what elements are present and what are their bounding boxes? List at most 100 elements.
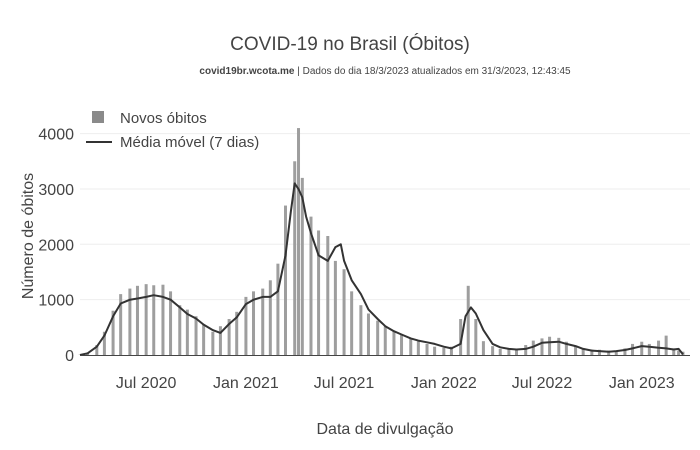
bar[interactable] bbox=[498, 348, 502, 355]
bar[interactable] bbox=[383, 326, 387, 355]
bar[interactable] bbox=[178, 305, 182, 355]
bar[interactable] bbox=[433, 346, 437, 355]
bar[interactable] bbox=[564, 341, 568, 355]
y-tick-label: 4000 bbox=[38, 127, 74, 144]
bar[interactable] bbox=[459, 319, 463, 355]
moving-average-line[interactable] bbox=[79, 182, 684, 356]
bar[interactable] bbox=[392, 331, 396, 355]
bar[interactable] bbox=[235, 311, 239, 355]
bar[interactable] bbox=[128, 288, 132, 355]
bar[interactable] bbox=[540, 338, 544, 355]
bar[interactable] bbox=[309, 216, 313, 355]
bar[interactable] bbox=[185, 309, 189, 355]
bar[interactable] bbox=[300, 177, 304, 355]
bar[interactable] bbox=[333, 260, 337, 355]
x-tick-label: Jul 2021 bbox=[314, 375, 375, 392]
bar[interactable] bbox=[449, 346, 453, 355]
line-series bbox=[79, 182, 684, 356]
bar[interactable] bbox=[581, 348, 585, 355]
bar[interactable] bbox=[514, 348, 518, 355]
bar[interactable] bbox=[276, 263, 280, 355]
bar[interactable] bbox=[202, 324, 206, 355]
bar[interactable] bbox=[442, 347, 446, 355]
bar[interactable] bbox=[169, 291, 173, 355]
legend-swatch-bars bbox=[92, 111, 104, 123]
x-tick-label: Jan 2022 bbox=[411, 375, 477, 392]
bar[interactable] bbox=[284, 205, 288, 355]
bar[interactable] bbox=[590, 349, 594, 355]
y-tick-label: 2000 bbox=[38, 237, 74, 254]
bar[interactable] bbox=[218, 326, 222, 355]
bar[interactable] bbox=[425, 343, 429, 355]
bar[interactable] bbox=[119, 294, 123, 355]
bar[interactable] bbox=[557, 337, 561, 355]
bar[interactable] bbox=[359, 305, 363, 355]
bar[interactable] bbox=[244, 296, 248, 355]
bar[interactable] bbox=[607, 350, 611, 355]
bar[interactable] bbox=[474, 319, 478, 355]
chart-title: COVID-19 no Brasil (Óbitos) bbox=[230, 33, 470, 55]
bar[interactable] bbox=[144, 284, 148, 355]
bar[interactable] bbox=[102, 331, 106, 355]
bar[interactable] bbox=[614, 350, 618, 355]
bar[interactable] bbox=[524, 345, 528, 355]
legend: Novos óbitos Média móvel (7 dias) bbox=[86, 110, 259, 151]
legend-label-line: Média móvel (7 dias) bbox=[120, 134, 259, 151]
subtitle-details: | Dados do dia 18/3/2023 atualizados em … bbox=[294, 66, 571, 77]
gridlines bbox=[80, 133, 690, 301]
bar[interactable] bbox=[664, 335, 668, 355]
bar[interactable] bbox=[326, 236, 330, 355]
bar[interactable] bbox=[400, 333, 404, 355]
bar[interactable] bbox=[342, 269, 346, 355]
bar[interactable] bbox=[507, 349, 511, 355]
bar[interactable] bbox=[623, 348, 627, 355]
bar[interactable] bbox=[677, 350, 681, 355]
x-axis-label: Data de divulgação bbox=[317, 421, 454, 438]
bar[interactable] bbox=[227, 319, 231, 355]
bar[interactable] bbox=[135, 285, 139, 355]
bar[interactable] bbox=[152, 285, 156, 355]
legend-item-line[interactable]: Média móvel (7 dias) bbox=[86, 134, 259, 151]
bar[interactable] bbox=[466, 285, 470, 355]
bar[interactable] bbox=[548, 336, 552, 355]
bar[interactable] bbox=[252, 291, 256, 355]
bar[interactable] bbox=[194, 316, 198, 355]
bar[interactable] bbox=[350, 291, 354, 355]
y-axis-label: Número de óbitos bbox=[20, 173, 37, 299]
bar[interactable] bbox=[376, 320, 380, 355]
bar[interactable] bbox=[409, 338, 413, 355]
bar[interactable] bbox=[672, 348, 676, 355]
legend-label-bars: Novos óbitos bbox=[120, 110, 207, 127]
bar[interactable] bbox=[297, 128, 301, 355]
y-tick-label: 0 bbox=[65, 348, 74, 365]
x-tick-label: Jan 2021 bbox=[213, 375, 279, 392]
chart-subtitle: covid19br.wcota.me | Dados do dia 18/3/2… bbox=[199, 66, 571, 77]
bar[interactable] bbox=[95, 345, 99, 355]
bars-series bbox=[78, 128, 685, 355]
bar[interactable] bbox=[268, 280, 272, 355]
bar[interactable] bbox=[261, 288, 265, 355]
bar[interactable] bbox=[416, 341, 420, 355]
bar[interactable] bbox=[317, 230, 321, 355]
bar[interactable] bbox=[111, 310, 115, 355]
x-axis-ticks: Jul 2020 Jan 2021 Jul 2021 Jan 2022 Jul 2022… bbox=[116, 375, 675, 392]
x-tick-label: Jan 2023 bbox=[609, 375, 675, 392]
y-axis-ticks: 0 1000 2000 3000 4000 bbox=[38, 127, 74, 365]
y-tick-label: 3000 bbox=[38, 182, 74, 199]
bar[interactable] bbox=[640, 341, 644, 355]
bar[interactable] bbox=[491, 346, 495, 355]
bar[interactable] bbox=[531, 340, 535, 355]
bar[interactable] bbox=[293, 161, 297, 355]
subtitle-source[interactable]: covid19br.wcota.me bbox=[199, 66, 294, 77]
bar[interactable] bbox=[481, 341, 485, 355]
bar[interactable] bbox=[597, 349, 601, 355]
bar[interactable] bbox=[211, 331, 215, 355]
x-tick-label: Jul 2020 bbox=[116, 375, 177, 392]
bar[interactable] bbox=[366, 313, 370, 355]
legend-item-bars[interactable]: Novos óbitos bbox=[92, 110, 207, 127]
bar[interactable] bbox=[631, 343, 635, 355]
bar[interactable] bbox=[647, 343, 651, 355]
bar[interactable] bbox=[161, 284, 165, 355]
bar[interactable] bbox=[574, 346, 578, 355]
